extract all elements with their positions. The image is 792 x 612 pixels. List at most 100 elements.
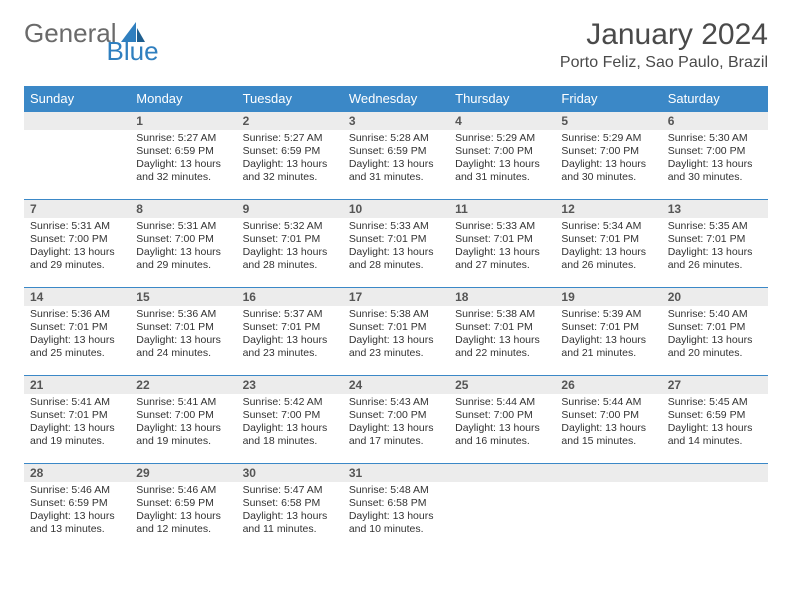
logo: General Blue <box>24 18 203 49</box>
calendar-cell: 9Sunrise: 5:32 AMSunset: 7:01 PMDaylight… <box>237 200 343 288</box>
day-number: 9 <box>237 200 343 218</box>
day-body: Sunrise: 5:42 AMSunset: 7:00 PMDaylight:… <box>237 394 343 453</box>
day-day2: and 23 minutes. <box>349 347 443 360</box>
day-day1: Daylight: 13 hours <box>561 246 655 259</box>
day-number: 26 <box>555 376 661 394</box>
day-sunset: Sunset: 7:00 PM <box>30 233 124 246</box>
day-body: Sunrise: 5:46 AMSunset: 6:59 PMDaylight:… <box>130 482 236 541</box>
day-day2: and 22 minutes. <box>455 347 549 360</box>
day-sunset: Sunset: 7:01 PM <box>668 233 762 246</box>
day-body: Sunrise: 5:29 AMSunset: 7:00 PMDaylight:… <box>555 130 661 189</box>
day-day2: and 16 minutes. <box>455 435 549 448</box>
calendar-cell: 24Sunrise: 5:43 AMSunset: 7:00 PMDayligh… <box>343 376 449 464</box>
day-sunset: Sunset: 7:01 PM <box>561 321 655 334</box>
header: General Blue January 2024 Porto Feliz, S… <box>24 18 768 72</box>
calendar-cell: 14Sunrise: 5:36 AMSunset: 7:01 PMDayligh… <box>24 288 130 376</box>
day-day1: Daylight: 13 hours <box>136 334 230 347</box>
day-day2: and 15 minutes. <box>561 435 655 448</box>
day-number: 10 <box>343 200 449 218</box>
day-number: 12 <box>555 200 661 218</box>
day-sunrise: Sunrise: 5:48 AM <box>349 484 443 497</box>
day-number: 18 <box>449 288 555 306</box>
day-number: 20 <box>662 288 768 306</box>
day-sunrise: Sunrise: 5:38 AM <box>349 308 443 321</box>
calendar-cell: 29Sunrise: 5:46 AMSunset: 6:59 PMDayligh… <box>130 464 236 552</box>
day-body: Sunrise: 5:47 AMSunset: 6:58 PMDaylight:… <box>237 482 343 541</box>
day-body: Sunrise: 5:36 AMSunset: 7:01 PMDaylight:… <box>130 306 236 365</box>
day-sunrise: Sunrise: 5:35 AM <box>668 220 762 233</box>
day-day2: and 19 minutes. <box>136 435 230 448</box>
day-number-empty <box>555 464 661 482</box>
calendar-cell: 8Sunrise: 5:31 AMSunset: 7:00 PMDaylight… <box>130 200 236 288</box>
day-number: 4 <box>449 112 555 130</box>
day-body: Sunrise: 5:33 AMSunset: 7:01 PMDaylight:… <box>449 218 555 277</box>
day-sunrise: Sunrise: 5:31 AM <box>136 220 230 233</box>
day-body: Sunrise: 5:48 AMSunset: 6:58 PMDaylight:… <box>343 482 449 541</box>
day-sunset: Sunset: 7:00 PM <box>561 409 655 422</box>
day-number: 24 <box>343 376 449 394</box>
calendar-row: 7Sunrise: 5:31 AMSunset: 7:00 PMDaylight… <box>24 200 768 288</box>
calendar-cell: 12Sunrise: 5:34 AMSunset: 7:01 PMDayligh… <box>555 200 661 288</box>
day-sunrise: Sunrise: 5:33 AM <box>455 220 549 233</box>
day-day1: Daylight: 13 hours <box>668 158 762 171</box>
day-sunrise: Sunrise: 5:46 AM <box>136 484 230 497</box>
calendar-row: 1Sunrise: 5:27 AMSunset: 6:59 PMDaylight… <box>24 112 768 200</box>
day-number: 14 <box>24 288 130 306</box>
day-sunset: Sunset: 7:00 PM <box>668 145 762 158</box>
day-number: 31 <box>343 464 449 482</box>
day-body: Sunrise: 5:36 AMSunset: 7:01 PMDaylight:… <box>24 306 130 365</box>
calendar-cell: 6Sunrise: 5:30 AMSunset: 7:00 PMDaylight… <box>662 112 768 200</box>
calendar-cell: 21Sunrise: 5:41 AMSunset: 7:01 PMDayligh… <box>24 376 130 464</box>
logo-text-blue: Blue <box>107 36 159 67</box>
day-day1: Daylight: 13 hours <box>455 246 549 259</box>
day-day2: and 19 minutes. <box>30 435 124 448</box>
day-day1: Daylight: 13 hours <box>30 422 124 435</box>
calendar-cell <box>555 464 661 552</box>
day-body: Sunrise: 5:35 AMSunset: 7:01 PMDaylight:… <box>662 218 768 277</box>
weekday-friday: Friday <box>555 86 661 112</box>
day-sunset: Sunset: 7:01 PM <box>455 233 549 246</box>
day-sunset: Sunset: 6:59 PM <box>136 145 230 158</box>
day-number-empty <box>449 464 555 482</box>
day-sunrise: Sunrise: 5:40 AM <box>668 308 762 321</box>
calendar-cell <box>449 464 555 552</box>
calendar-cell: 30Sunrise: 5:47 AMSunset: 6:58 PMDayligh… <box>237 464 343 552</box>
location: Porto Feliz, Sao Paulo, Brazil <box>560 54 768 72</box>
calendar-cell: 28Sunrise: 5:46 AMSunset: 6:59 PMDayligh… <box>24 464 130 552</box>
day-sunrise: Sunrise: 5:37 AM <box>243 308 337 321</box>
day-sunrise: Sunrise: 5:47 AM <box>243 484 337 497</box>
day-sunset: Sunset: 7:00 PM <box>561 145 655 158</box>
day-day2: and 18 minutes. <box>243 435 337 448</box>
day-sunset: Sunset: 7:00 PM <box>349 409 443 422</box>
day-body: Sunrise: 5:31 AMSunset: 7:00 PMDaylight:… <box>130 218 236 277</box>
day-number-empty <box>662 464 768 482</box>
calendar-cell: 25Sunrise: 5:44 AMSunset: 7:00 PMDayligh… <box>449 376 555 464</box>
calendar-cell: 16Sunrise: 5:37 AMSunset: 7:01 PMDayligh… <box>237 288 343 376</box>
day-number: 7 <box>24 200 130 218</box>
day-day1: Daylight: 13 hours <box>561 158 655 171</box>
day-sunrise: Sunrise: 5:29 AM <box>455 132 549 145</box>
day-number: 17 <box>343 288 449 306</box>
day-sunrise: Sunrise: 5:36 AM <box>30 308 124 321</box>
day-day2: and 24 minutes. <box>136 347 230 360</box>
day-sunset: Sunset: 7:01 PM <box>243 321 337 334</box>
day-body: Sunrise: 5:32 AMSunset: 7:01 PMDaylight:… <box>237 218 343 277</box>
day-number: 16 <box>237 288 343 306</box>
day-number: 27 <box>662 376 768 394</box>
day-sunset: Sunset: 7:01 PM <box>349 233 443 246</box>
day-day2: and 31 minutes. <box>349 171 443 184</box>
day-day2: and 30 minutes. <box>561 171 655 184</box>
day-day1: Daylight: 13 hours <box>455 158 549 171</box>
day-body: Sunrise: 5:27 AMSunset: 6:59 PMDaylight:… <box>237 130 343 189</box>
day-number: 3 <box>343 112 449 130</box>
day-number: 11 <box>449 200 555 218</box>
day-day2: and 27 minutes. <box>455 259 549 272</box>
weekday-header-row: Sunday Monday Tuesday Wednesday Thursday… <box>24 86 768 112</box>
month-title: January 2024 <box>560 18 768 52</box>
day-body: Sunrise: 5:41 AMSunset: 7:00 PMDaylight:… <box>130 394 236 453</box>
calendar-cell: 5Sunrise: 5:29 AMSunset: 7:00 PMDaylight… <box>555 112 661 200</box>
day-day2: and 31 minutes. <box>455 171 549 184</box>
title-block: January 2024 Porto Feliz, Sao Paulo, Bra… <box>560 18 768 72</box>
day-sunset: Sunset: 7:00 PM <box>243 409 337 422</box>
day-day1: Daylight: 13 hours <box>349 510 443 523</box>
